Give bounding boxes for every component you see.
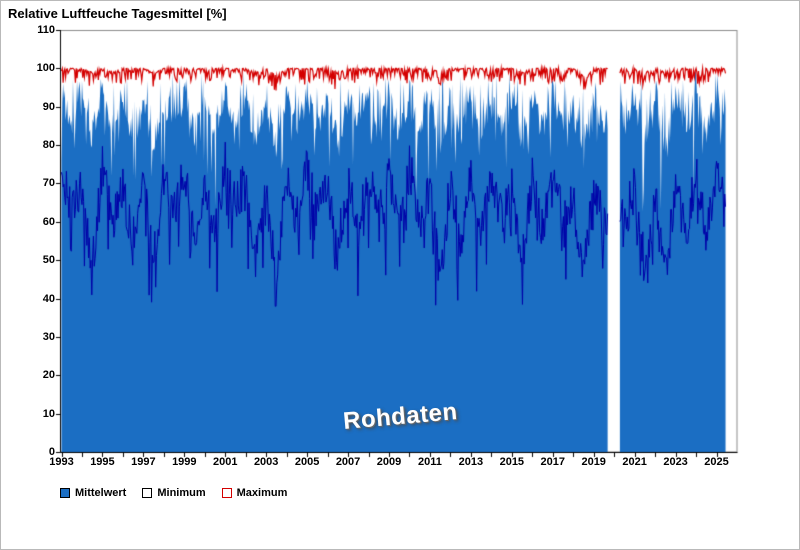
legend-item-mittelwert: Mittelwert xyxy=(60,487,126,499)
y-axis-tick-label: 40 xyxy=(42,292,55,305)
y-axis-tick-label: 100 xyxy=(36,62,55,75)
y-axis-tick-label: 110 xyxy=(37,24,55,36)
legend-label-minimum: Minimum xyxy=(157,487,206,499)
y-axis-tick-label: 20 xyxy=(42,369,55,382)
x-axis-tick-label: 2003 xyxy=(253,456,279,468)
y-axis-tick-label: 80 xyxy=(42,139,55,152)
chart-plot-canvas xyxy=(0,0,800,470)
y-axis-tick-label: 0 xyxy=(48,446,55,458)
legend-item-maximum: Maximum xyxy=(221,487,288,499)
x-axis-tick-label: 2021 xyxy=(622,456,647,468)
legend-label-mittelwert: Mittelwert xyxy=(75,487,127,499)
x-axis-tick-label: 1995 xyxy=(90,456,115,468)
x-axis-tick-label: 2001 xyxy=(213,456,238,468)
mittelwert-swatch-icon xyxy=(60,488,70,498)
x-axis-tick-label: 2009 xyxy=(376,456,402,468)
x-axis-tick-label: 2015 xyxy=(499,456,525,468)
x-axis-tick-label: 2023 xyxy=(663,456,688,468)
x-axis-tick-label: 1997 xyxy=(131,456,156,468)
x-axis-tick-label: 2005 xyxy=(294,456,320,468)
legend-label-maximum: Maximum xyxy=(236,487,288,499)
x-axis-tick-label: 2011 xyxy=(418,456,442,468)
x-axis-tick-label: 2007 xyxy=(335,456,361,468)
y-axis-tick-label: 50 xyxy=(42,254,55,267)
y-axis-tick-label: 30 xyxy=(42,330,55,343)
x-axis-tick-label: 2017 xyxy=(540,456,565,468)
minimum-swatch-icon xyxy=(142,488,153,498)
legend: Mittelwert Minimum Maximum xyxy=(60,487,287,499)
legend-item-minimum: Minimum xyxy=(142,487,206,499)
y-axis-tick-label: 70 xyxy=(42,177,55,190)
y-axis-tick-label: 60 xyxy=(42,215,55,228)
x-axis-tick-label: 2019 xyxy=(581,456,606,468)
x-axis-tick-label: 1999 xyxy=(172,456,197,468)
x-axis-tick-label: 2025 xyxy=(704,456,729,468)
y-axis-tick-label: 10 xyxy=(42,407,55,420)
x-axis-tick-label: 1993 xyxy=(49,456,74,468)
maximum-swatch-icon xyxy=(221,488,232,498)
y-axis-tick-label: 90 xyxy=(42,100,55,113)
x-axis-tick-label: 2013 xyxy=(458,456,484,468)
